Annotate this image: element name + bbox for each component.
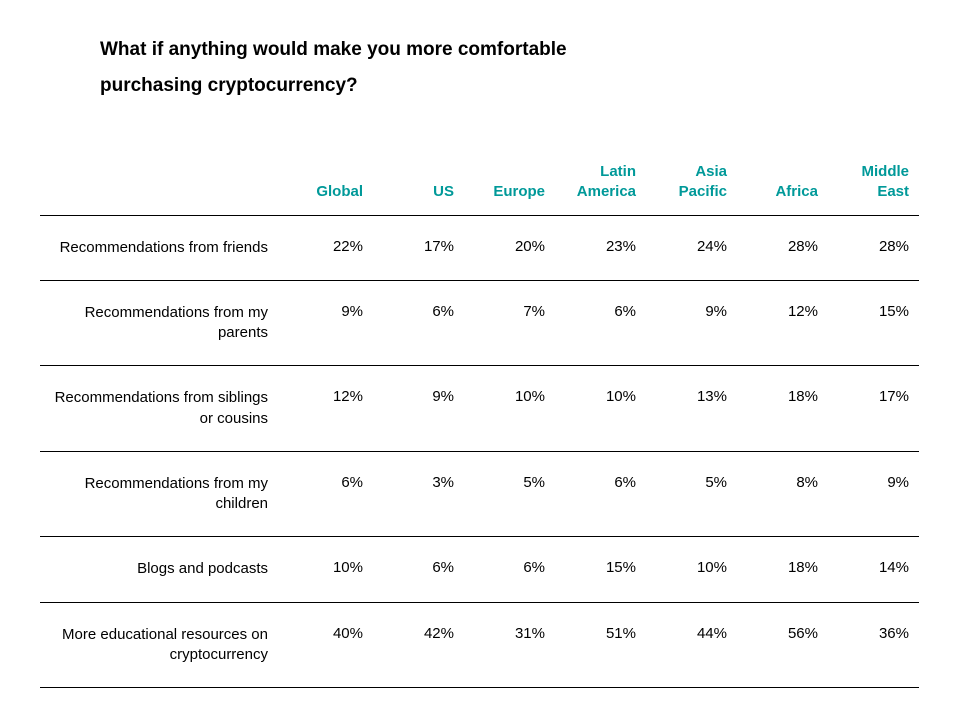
cell: 20% <box>464 215 555 280</box>
col-global: Global <box>282 154 373 215</box>
cell: 10% <box>464 366 555 452</box>
survey-table-page: What if anything would make you more com… <box>0 0 959 728</box>
cell: 42% <box>373 602 464 688</box>
cell: 23% <box>555 215 646 280</box>
cell: 24% <box>646 215 737 280</box>
cell: 9% <box>646 280 737 366</box>
cell: 9% <box>373 366 464 452</box>
col-europe: Europe <box>464 154 555 215</box>
cell: 12% <box>282 366 373 452</box>
table-row: Blogs and podcasts 10% 6% 6% 15% 10% 18%… <box>40 537 919 602</box>
page-title: What if anything would make you more com… <box>100 32 660 104</box>
cell: 12% <box>737 280 828 366</box>
cell: 5% <box>646 451 737 537</box>
header-spacer <box>40 154 282 215</box>
cell: 31% <box>464 602 555 688</box>
cell: 10% <box>282 537 373 602</box>
cell: 6% <box>555 451 646 537</box>
cell: 18% <box>737 366 828 452</box>
col-latin-america: Latin America <box>555 154 646 215</box>
cell: 51% <box>555 602 646 688</box>
table-row: Recommendations from my parents 9% 6% 7%… <box>40 280 919 366</box>
col-africa: Africa <box>737 154 828 215</box>
col-middle-east: Middle East <box>828 154 919 215</box>
cell: 6% <box>373 280 464 366</box>
cell: 18% <box>737 537 828 602</box>
cell: 9% <box>828 451 919 537</box>
table-header-row: Global US Europe Latin America Asia Paci… <box>40 154 919 215</box>
cell: 6% <box>282 451 373 537</box>
table-row: Recommendations from friends 22% 17% 20%… <box>40 215 919 280</box>
row-label: Recommendations from siblings or cousins <box>40 366 282 452</box>
cell: 44% <box>646 602 737 688</box>
cell: 7% <box>464 280 555 366</box>
cell: 28% <box>737 215 828 280</box>
cell: 5% <box>464 451 555 537</box>
row-label: Recommendations from my parents <box>40 280 282 366</box>
row-label: Recommendations from my children <box>40 451 282 537</box>
cell: 22% <box>282 215 373 280</box>
cell: 10% <box>646 537 737 602</box>
table-body: Recommendations from friends 22% 17% 20%… <box>40 215 919 688</box>
cell: 6% <box>555 280 646 366</box>
cell: 15% <box>828 280 919 366</box>
cell: 6% <box>464 537 555 602</box>
cell: 56% <box>737 602 828 688</box>
col-us: US <box>373 154 464 215</box>
col-asia-pacific: Asia Pacific <box>646 154 737 215</box>
table-row: Recommendations from my children 6% 3% 5… <box>40 451 919 537</box>
cell: 14% <box>828 537 919 602</box>
cell: 17% <box>373 215 464 280</box>
table-row: Recommendations from siblings or cousins… <box>40 366 919 452</box>
cell: 28% <box>828 215 919 280</box>
row-label: Blogs and podcasts <box>40 537 282 602</box>
cell: 6% <box>373 537 464 602</box>
cell: 17% <box>828 366 919 452</box>
cell: 15% <box>555 537 646 602</box>
cell: 36% <box>828 602 919 688</box>
cell: 40% <box>282 602 373 688</box>
row-label: More educational resources on cryptocurr… <box>40 602 282 688</box>
row-label: Recommendations from friends <box>40 215 282 280</box>
cell: 13% <box>646 366 737 452</box>
survey-table: Global US Europe Latin America Asia Paci… <box>40 154 919 688</box>
table-row: More educational resources on cryptocurr… <box>40 602 919 688</box>
cell: 9% <box>282 280 373 366</box>
cell: 8% <box>737 451 828 537</box>
cell: 3% <box>373 451 464 537</box>
cell: 10% <box>555 366 646 452</box>
